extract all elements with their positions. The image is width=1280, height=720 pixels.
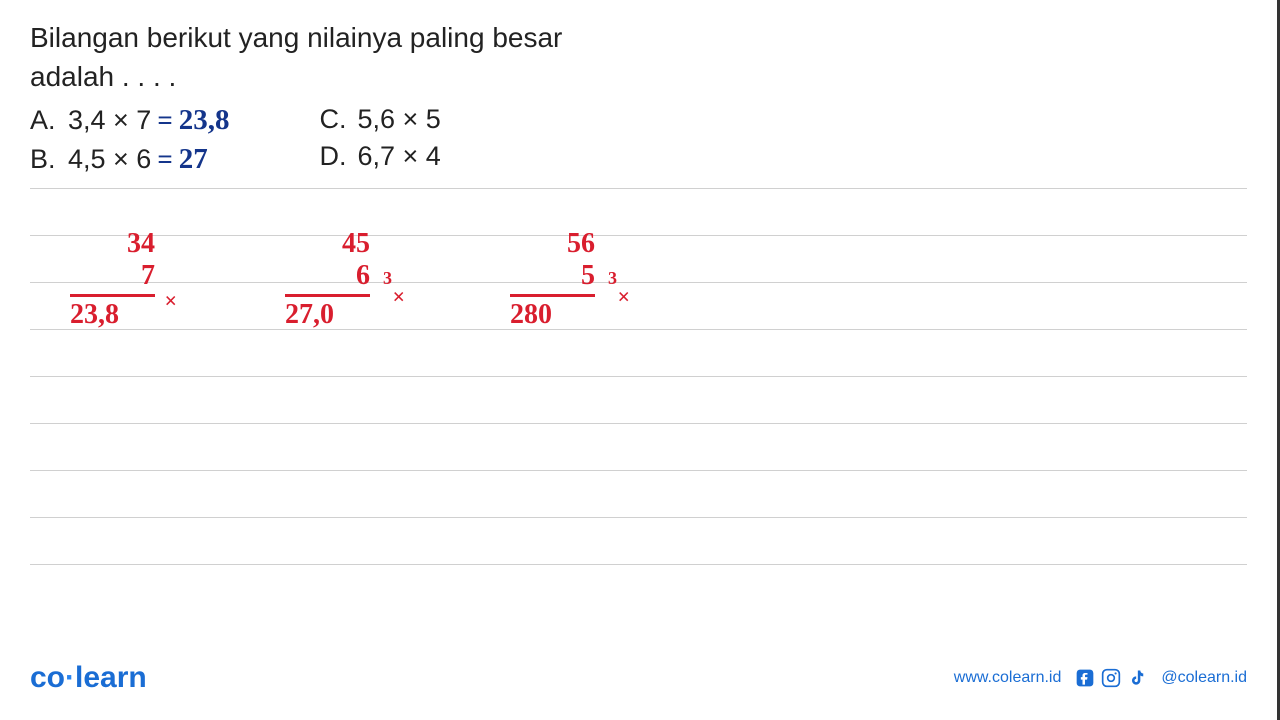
logo-learn: learn — [75, 661, 147, 694]
calc-3: 56 5 280 3 × — [510, 228, 595, 331]
option-eq-a: = — [157, 105, 172, 136]
option-d: D. 6,7 × 4 — [319, 141, 440, 172]
option-letter-c: C. — [319, 104, 357, 135]
calc3-sup: 3 — [608, 268, 617, 289]
work-area: 34 7 23,8 × 45 6 27,0 3 × 56 5 280 — [70, 228, 770, 378]
option-ans-a: 23,8 — [179, 104, 230, 137]
calc3-result: 280 — [510, 299, 552, 331]
footer: co·learn www.colearn.id @colearn.id — [0, 661, 1277, 695]
calc3-line — [510, 294, 595, 297]
calc2-top: 45 — [342, 228, 370, 260]
options-container: A. 3,4 × 7 = 23,8 B. 4,5 × 6 = 27 C. 5,6… — [30, 104, 1247, 176]
calc-2: 45 6 27,0 3 × — [285, 228, 370, 331]
logo-dot: · — [65, 661, 75, 694]
facebook-icon — [1075, 668, 1095, 688]
option-ans-b: 27 — [179, 143, 208, 176]
calc2-sup: 3 — [383, 268, 392, 289]
calc1-top: 34 — [127, 228, 155, 260]
calc3-mid: 5 — [581, 260, 595, 292]
option-letter-a: A. — [30, 105, 68, 136]
question-line2: adalah . . . . — [30, 57, 1247, 96]
logo-co: co — [30, 661, 65, 694]
question-block: Bilangan berikut yang nilainya paling be… — [30, 18, 1247, 96]
instagram-icon — [1101, 668, 1121, 688]
brand-logo: co·learn — [30, 661, 147, 695]
calc2-line — [285, 294, 370, 297]
option-letter-b: B. — [30, 144, 68, 175]
question-line1: Bilangan berikut yang nilainya paling be… — [30, 18, 1247, 57]
options-col-left: A. 3,4 × 7 = 23,8 B. 4,5 × 6 = 27 — [30, 104, 229, 176]
footer-handle: @colearn.id — [1161, 669, 1247, 687]
option-letter-d: D. — [319, 141, 357, 172]
calc1-multiply: × — [164, 288, 177, 314]
footer-url: www.colearn.id — [954, 669, 1062, 687]
calc2-multiply: × — [392, 284, 405, 310]
option-expr-b: 4,5 × 6 — [68, 144, 151, 175]
calc2-result: 27,0 — [285, 299, 334, 331]
social-icons — [1075, 668, 1147, 688]
calc1-line — [70, 294, 155, 297]
calc3-multiply: × — [617, 284, 630, 310]
calc-1: 34 7 23,8 × — [70, 228, 155, 331]
options-col-right: C. 5,6 × 5 D. 6,7 × 4 — [319, 104, 440, 176]
option-eq-b: = — [157, 144, 172, 175]
option-expr-d: 6,7 × 4 — [357, 141, 440, 172]
option-a: A. 3,4 × 7 = 23,8 — [30, 104, 229, 137]
tiktok-icon — [1127, 668, 1147, 688]
calc1-result: 23,8 — [70, 299, 119, 331]
calc3-top: 56 — [567, 228, 595, 260]
footer-right: www.colearn.id @colearn.id — [954, 668, 1247, 688]
option-expr-c: 5,6 × 5 — [357, 104, 440, 135]
option-c: C. 5,6 × 5 — [319, 104, 440, 135]
option-expr-a: 3,4 × 7 — [68, 105, 151, 136]
calc1-mid: 7 — [141, 260, 155, 292]
calc2-mid: 6 — [356, 260, 370, 292]
option-b: B. 4,5 × 6 = 27 — [30, 143, 229, 176]
